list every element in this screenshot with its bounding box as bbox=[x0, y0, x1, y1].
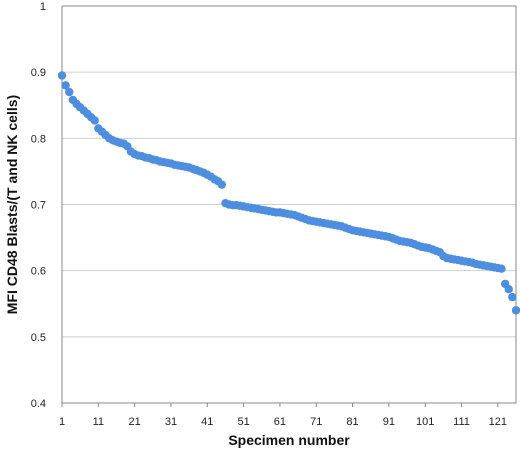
x-tick-label: 111 bbox=[453, 416, 470, 428]
x-tick-label: 1 bbox=[59, 416, 65, 428]
y-tick-label: 0.4 bbox=[31, 398, 46, 410]
x-axis-ticks: 1 11 21 31 41 51 61 71 81 91 101 111 121 bbox=[59, 403, 507, 428]
y-tick-label: 0.5 bbox=[31, 332, 46, 344]
x-axis-title: Specimen number bbox=[228, 432, 350, 448]
x-tick-label: 101 bbox=[416, 416, 434, 428]
y-tick-label: 0.9 bbox=[31, 67, 46, 79]
y-axis-title: MFI CD48 Blasts/(T and NK cells) bbox=[4, 95, 20, 314]
plot-area-frame bbox=[61, 5, 517, 404]
data-points bbox=[57, 71, 520, 315]
data-point bbox=[90, 116, 99, 125]
data-point bbox=[57, 71, 67, 80]
x-tick-label: 121 bbox=[489, 416, 507, 428]
x-tick-label: 31 bbox=[165, 416, 177, 428]
x-tick-label: 21 bbox=[129, 416, 141, 428]
x-tick-label: 81 bbox=[346, 416, 358, 428]
y-tick-label: 0.6 bbox=[31, 266, 46, 278]
data-point bbox=[61, 81, 70, 90]
data-point bbox=[504, 284, 513, 294]
y-axis-ticks: 0.4 0.5 0.6 0.7 0.8 0.9 1 bbox=[31, 1, 46, 410]
x-tick-label: 91 bbox=[383, 416, 395, 428]
gridlines bbox=[62, 71, 516, 338]
x-tick-label: 11 bbox=[93, 416, 104, 428]
data-point bbox=[65, 87, 74, 97]
x-tick-label: 41 bbox=[201, 416, 213, 428]
data-point bbox=[497, 264, 506, 273]
y-tick-label: 0.8 bbox=[31, 133, 46, 145]
x-tick-label: 71 bbox=[310, 416, 322, 428]
data-point bbox=[511, 306, 520, 315]
x-tick-label: 51 bbox=[237, 416, 249, 428]
x-tick-label: 61 bbox=[274, 416, 286, 428]
y-tick-label: 0.7 bbox=[31, 200, 46, 212]
y-tick-label: 1 bbox=[40, 1, 46, 13]
data-point bbox=[217, 180, 227, 189]
data-point bbox=[508, 292, 517, 302]
